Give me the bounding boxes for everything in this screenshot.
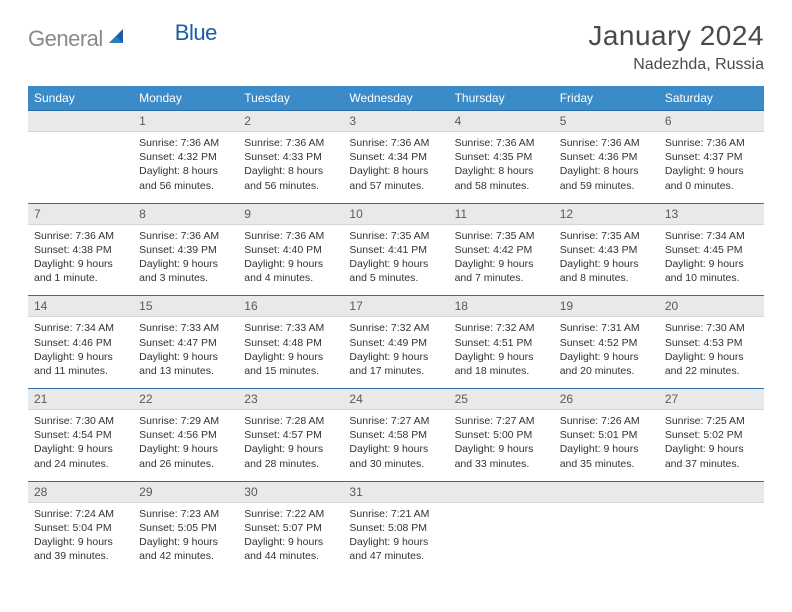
day-text-cell: Sunrise: 7:34 AMSunset: 4:46 PMDaylight:… <box>28 317 133 389</box>
day-number-row: 78910111213 <box>28 203 764 224</box>
day-text-cell <box>554 502 659 573</box>
day-text-cell: Sunrise: 7:21 AMSunset: 5:08 PMDaylight:… <box>343 502 448 573</box>
day-number-cell: 4 <box>449 111 554 132</box>
day-text-row: Sunrise: 7:36 AMSunset: 4:38 PMDaylight:… <box>28 224 764 296</box>
day-number-cell: 14 <box>28 296 133 317</box>
day-number-cell: 10 <box>343 203 448 224</box>
month-title: January 2024 <box>588 20 764 52</box>
day-number-cell: 17 <box>343 296 448 317</box>
dow-thu: Thursday <box>449 86 554 111</box>
location: Nadezhda, Russia <box>588 56 764 74</box>
day-number-cell: 31 <box>343 481 448 502</box>
day-text-cell: Sunrise: 7:36 AMSunset: 4:37 PMDaylight:… <box>659 132 764 204</box>
day-number-cell: 29 <box>133 481 238 502</box>
day-text-cell: Sunrise: 7:36 AMSunset: 4:38 PMDaylight:… <box>28 224 133 296</box>
day-text-row: Sunrise: 7:30 AMSunset: 4:54 PMDaylight:… <box>28 410 764 482</box>
day-number-cell: 7 <box>28 203 133 224</box>
day-number-cell <box>449 481 554 502</box>
dow-fri: Friday <box>554 86 659 111</box>
day-number-row: 14151617181920 <box>28 296 764 317</box>
calendar-body: 123456Sunrise: 7:36 AMSunset: 4:32 PMDay… <box>28 111 764 574</box>
title-block: January 2024 Nadezhda, Russia <box>588 20 764 74</box>
day-number-cell <box>554 481 659 502</box>
day-number-cell: 12 <box>554 203 659 224</box>
logo: General Blue <box>28 20 217 52</box>
day-text-cell: Sunrise: 7:27 AMSunset: 5:00 PMDaylight:… <box>449 410 554 482</box>
day-text-cell: Sunrise: 7:30 AMSunset: 4:53 PMDaylight:… <box>659 317 764 389</box>
day-text-cell: Sunrise: 7:36 AMSunset: 4:40 PMDaylight:… <box>238 224 343 296</box>
day-number-cell: 1 <box>133 111 238 132</box>
day-text-cell <box>28 132 133 204</box>
logo-sail-icon <box>107 27 127 52</box>
day-number-cell: 16 <box>238 296 343 317</box>
day-text-cell: Sunrise: 7:36 AMSunset: 4:39 PMDaylight:… <box>133 224 238 296</box>
day-number-cell <box>659 481 764 502</box>
calendar-table: Sunday Monday Tuesday Wednesday Thursday… <box>28 86 764 573</box>
day-text-cell: Sunrise: 7:36 AMSunset: 4:33 PMDaylight:… <box>238 132 343 204</box>
day-text-row: Sunrise: 7:36 AMSunset: 4:32 PMDaylight:… <box>28 132 764 204</box>
day-text-cell: Sunrise: 7:35 AMSunset: 4:41 PMDaylight:… <box>343 224 448 296</box>
day-number-cell: 26 <box>554 389 659 410</box>
day-text-cell: Sunrise: 7:32 AMSunset: 4:49 PMDaylight:… <box>343 317 448 389</box>
day-number-cell: 21 <box>28 389 133 410</box>
day-number-cell: 27 <box>659 389 764 410</box>
day-text-cell: Sunrise: 7:34 AMSunset: 4:45 PMDaylight:… <box>659 224 764 296</box>
day-number-cell: 8 <box>133 203 238 224</box>
day-text-cell: Sunrise: 7:29 AMSunset: 4:56 PMDaylight:… <box>133 410 238 482</box>
day-text-cell: Sunrise: 7:33 AMSunset: 4:47 PMDaylight:… <box>133 317 238 389</box>
dow-tue: Tuesday <box>238 86 343 111</box>
dow-sat: Saturday <box>659 86 764 111</box>
day-text-cell: Sunrise: 7:24 AMSunset: 5:04 PMDaylight:… <box>28 502 133 573</box>
dow-wed: Wednesday <box>343 86 448 111</box>
day-text-cell: Sunrise: 7:35 AMSunset: 4:43 PMDaylight:… <box>554 224 659 296</box>
day-text-cell: Sunrise: 7:30 AMSunset: 4:54 PMDaylight:… <box>28 410 133 482</box>
day-number-row: 123456 <box>28 111 764 132</box>
day-number-cell: 30 <box>238 481 343 502</box>
day-number-cell: 5 <box>554 111 659 132</box>
day-number-cell: 6 <box>659 111 764 132</box>
day-text-cell: Sunrise: 7:32 AMSunset: 4:51 PMDaylight:… <box>449 317 554 389</box>
dow-mon: Monday <box>133 86 238 111</box>
day-number-cell: 3 <box>343 111 448 132</box>
day-number-cell: 11 <box>449 203 554 224</box>
day-number-row: 28293031 <box>28 481 764 502</box>
day-text-cell: Sunrise: 7:36 AMSunset: 4:32 PMDaylight:… <box>133 132 238 204</box>
day-text-cell <box>659 502 764 573</box>
day-text-cell: Sunrise: 7:35 AMSunset: 4:42 PMDaylight:… <box>449 224 554 296</box>
day-text-cell: Sunrise: 7:26 AMSunset: 5:01 PMDaylight:… <box>554 410 659 482</box>
day-number-row: 21222324252627 <box>28 389 764 410</box>
day-of-week-row: Sunday Monday Tuesday Wednesday Thursday… <box>28 86 764 111</box>
day-text-cell: Sunrise: 7:22 AMSunset: 5:07 PMDaylight:… <box>238 502 343 573</box>
day-number-cell <box>28 111 133 132</box>
header: General Blue January 2024 Nadezhda, Russ… <box>28 20 764 74</box>
day-text-cell: Sunrise: 7:25 AMSunset: 5:02 PMDaylight:… <box>659 410 764 482</box>
logo-word-2: Blue <box>175 20 217 46</box>
day-number-cell: 9 <box>238 203 343 224</box>
day-text-cell: Sunrise: 7:27 AMSunset: 4:58 PMDaylight:… <box>343 410 448 482</box>
day-number-cell: 2 <box>238 111 343 132</box>
day-number-cell: 25 <box>449 389 554 410</box>
logo-word-1: General <box>28 26 103 52</box>
day-text-cell: Sunrise: 7:31 AMSunset: 4:52 PMDaylight:… <box>554 317 659 389</box>
day-text-cell <box>449 502 554 573</box>
day-text-cell: Sunrise: 7:36 AMSunset: 4:35 PMDaylight:… <box>449 132 554 204</box>
day-text-cell: Sunrise: 7:28 AMSunset: 4:57 PMDaylight:… <box>238 410 343 482</box>
day-text-cell: Sunrise: 7:23 AMSunset: 5:05 PMDaylight:… <box>133 502 238 573</box>
day-number-cell: 28 <box>28 481 133 502</box>
day-number-cell: 15 <box>133 296 238 317</box>
day-text-cell: Sunrise: 7:33 AMSunset: 4:48 PMDaylight:… <box>238 317 343 389</box>
day-text-cell: Sunrise: 7:36 AMSunset: 4:34 PMDaylight:… <box>343 132 448 204</box>
day-text-cell: Sunrise: 7:36 AMSunset: 4:36 PMDaylight:… <box>554 132 659 204</box>
day-number-cell: 24 <box>343 389 448 410</box>
day-number-cell: 20 <box>659 296 764 317</box>
day-number-cell: 19 <box>554 296 659 317</box>
day-number-cell: 18 <box>449 296 554 317</box>
day-number-cell: 13 <box>659 203 764 224</box>
day-text-row: Sunrise: 7:24 AMSunset: 5:04 PMDaylight:… <box>28 502 764 573</box>
day-number-cell: 22 <box>133 389 238 410</box>
day-number-cell: 23 <box>238 389 343 410</box>
dow-sun: Sunday <box>28 86 133 111</box>
day-text-row: Sunrise: 7:34 AMSunset: 4:46 PMDaylight:… <box>28 317 764 389</box>
